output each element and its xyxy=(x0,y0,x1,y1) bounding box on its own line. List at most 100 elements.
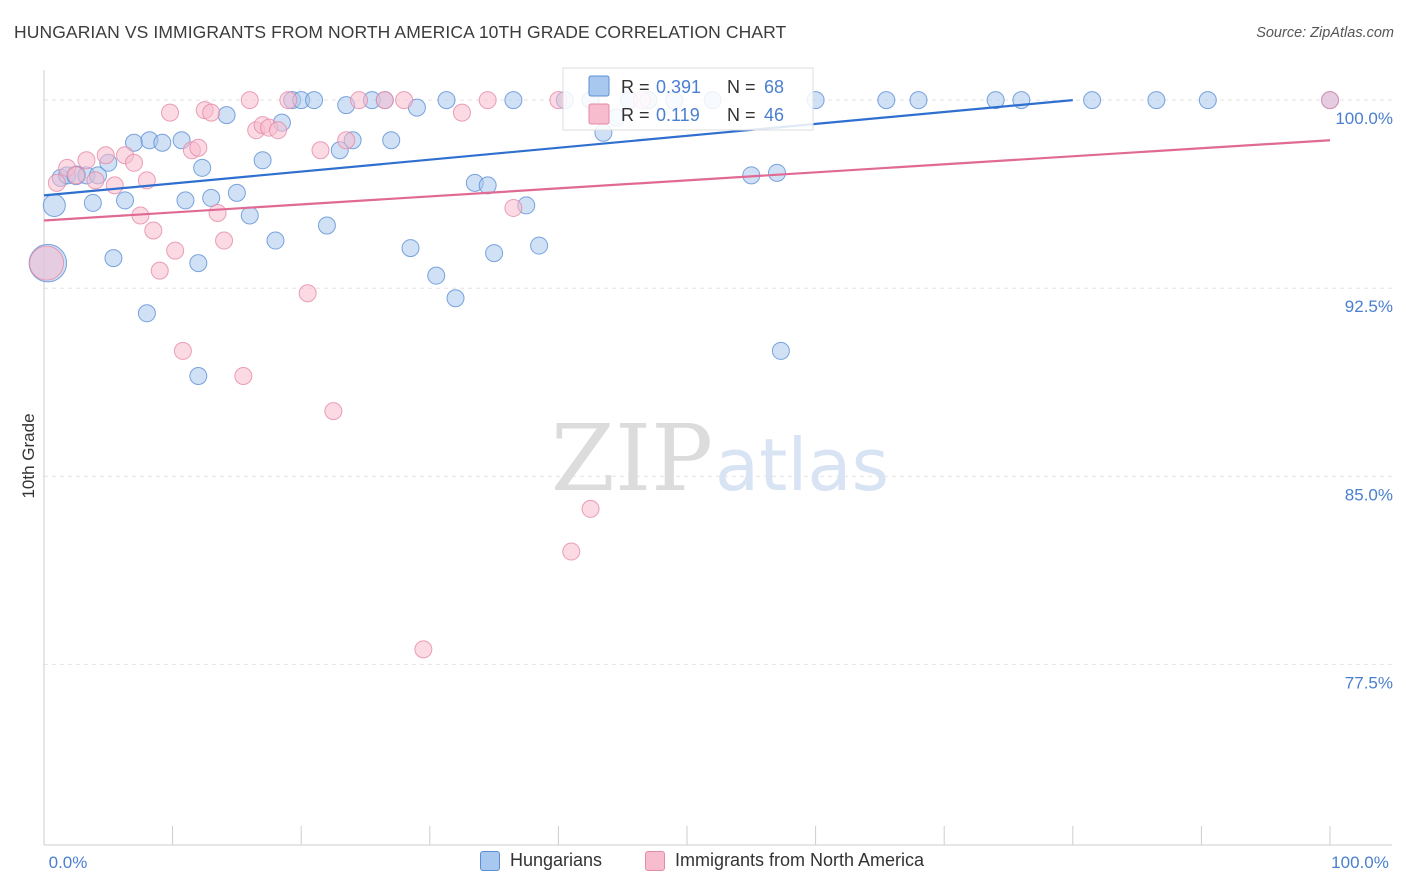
legend-n-label-1: N = xyxy=(727,105,756,125)
legend-n-label-0: N = xyxy=(727,77,756,97)
legend-swatch-pink xyxy=(645,850,665,871)
x-tick-labels: 0.0% 100.0% xyxy=(49,853,1389,872)
point-pink-36 xyxy=(395,91,414,110)
point-blue-62 xyxy=(1147,91,1166,110)
point-pink-45 xyxy=(1321,91,1339,110)
point-pink-4 xyxy=(77,151,96,170)
point-pink-33 xyxy=(337,131,356,150)
point-blue-20 xyxy=(240,206,259,225)
point-blue-9 xyxy=(116,191,135,210)
y-tick-labels: 100.0% 92.5% 85.0% 77.5% xyxy=(1335,109,1393,692)
point-pink-37 xyxy=(414,640,433,659)
point-blue-67 xyxy=(189,366,208,385)
point-pink-34 xyxy=(350,91,369,110)
point-blue-54 xyxy=(768,163,787,182)
point-pink-38 xyxy=(452,103,471,122)
point-blue-65 xyxy=(137,304,156,323)
point-pink-30 xyxy=(298,284,317,303)
point-pink-15 xyxy=(166,241,185,260)
point-blue-57 xyxy=(877,91,896,110)
legend-label-hungarians: Hungarians xyxy=(510,850,603,870)
point-pink-6 xyxy=(96,146,115,165)
point-pink-9 xyxy=(125,153,144,172)
trend-line-blue xyxy=(43,99,1073,197)
point-blue-13 xyxy=(153,133,172,152)
point-pink-22 xyxy=(215,231,234,250)
point-pink-16 xyxy=(173,341,192,360)
point-pink-23 xyxy=(234,366,253,385)
point-pink-43 xyxy=(581,499,600,518)
point-pink-35 xyxy=(375,91,394,110)
point-pink-13 xyxy=(150,261,169,280)
legend-label-immigrants: Immigrants from North America xyxy=(675,850,925,870)
watermark: ZIP atlas xyxy=(551,405,889,512)
point-blue-37 xyxy=(437,91,456,110)
legend-r-label-1: R = xyxy=(621,105,650,125)
point-blue-18 xyxy=(217,106,236,125)
x-tick-label-1: 100.0% xyxy=(1331,853,1389,872)
legend-item-hungarians: Hungarians xyxy=(480,850,602,871)
point-blue-40 xyxy=(478,176,497,195)
legend-n-value-0: 68 xyxy=(764,77,784,97)
point-blue-34 xyxy=(401,239,420,258)
legend-n-value-1: 46 xyxy=(764,105,784,125)
legend: R = 0.391 N = 68 R = 0.119 N = 46 xyxy=(562,67,814,131)
point-pink-40 xyxy=(504,198,523,217)
point-blue-55 xyxy=(771,341,790,360)
point-pink-24 xyxy=(240,91,259,110)
y-tick-label-2: 85.0% xyxy=(1345,485,1393,504)
legend-r-value-0: 0.391 xyxy=(656,77,701,97)
watermark-atlas: atlas xyxy=(715,423,889,507)
legend-swatch-pink xyxy=(588,103,610,125)
trend-line-pink xyxy=(43,139,1331,222)
point-blue-58 xyxy=(909,91,928,110)
data-points xyxy=(28,91,1339,659)
point-blue-61 xyxy=(1083,91,1102,110)
point-blue-33 xyxy=(382,131,401,150)
point-blue-26 xyxy=(305,91,324,110)
bottom-legend: Hungarians Immigrants from North America xyxy=(0,850,1406,880)
point-blue-21 xyxy=(253,151,272,170)
point-pink-29 xyxy=(279,91,298,110)
point-blue-17 xyxy=(202,188,221,207)
y-tick-label-3: 77.5% xyxy=(1345,673,1393,692)
point-pink-1 xyxy=(47,173,66,192)
point-blue-38 xyxy=(446,289,465,308)
point-blue-42 xyxy=(504,91,523,110)
point-blue-44 xyxy=(530,236,549,255)
point-blue-59 xyxy=(986,91,1005,110)
x-tick-label-0: 0.0% xyxy=(49,853,88,872)
axes xyxy=(43,70,1392,846)
point-blue-63 xyxy=(1198,91,1217,110)
y-tick-label-0: 100.0% xyxy=(1335,109,1393,128)
legend-r-value-1: 0.119 xyxy=(656,105,700,125)
point-pink-31 xyxy=(311,141,330,160)
point-blue-41 xyxy=(485,244,504,263)
point-blue-36 xyxy=(427,266,446,285)
point-blue-8 xyxy=(83,193,102,212)
point-pink-5 xyxy=(86,171,105,190)
point-pink-3 xyxy=(67,166,86,185)
legend-item-immigrants: Immigrants from North America xyxy=(645,850,924,871)
point-pink-28 xyxy=(269,121,288,140)
point-pink-20 xyxy=(202,103,221,122)
watermark-zip: ZIP xyxy=(551,405,713,512)
point-pink-7 xyxy=(105,176,124,195)
point-blue-27 xyxy=(317,216,336,235)
point-blue-15 xyxy=(176,191,195,210)
point-blue-1 xyxy=(42,193,66,217)
point-pink-14 xyxy=(161,103,180,122)
point-blue-19 xyxy=(227,183,246,202)
point-blue-10 xyxy=(104,249,123,268)
point-pink-42 xyxy=(562,542,581,561)
point-pink-18 xyxy=(189,138,208,157)
source-label: Source: ZipAtlas.com xyxy=(1256,25,1394,41)
point-pink-12 xyxy=(144,221,163,240)
chart-title: HUNGARIAN VS IMMIGRANTS FROM NORTH AMERI… xyxy=(14,22,787,42)
point-pink-32 xyxy=(324,402,343,421)
point-blue-22 xyxy=(266,231,285,250)
y-tick-label-1: 92.5% xyxy=(1345,297,1393,316)
point-blue-66 xyxy=(189,254,208,273)
y-axis-label: 10th Grade xyxy=(19,413,38,498)
